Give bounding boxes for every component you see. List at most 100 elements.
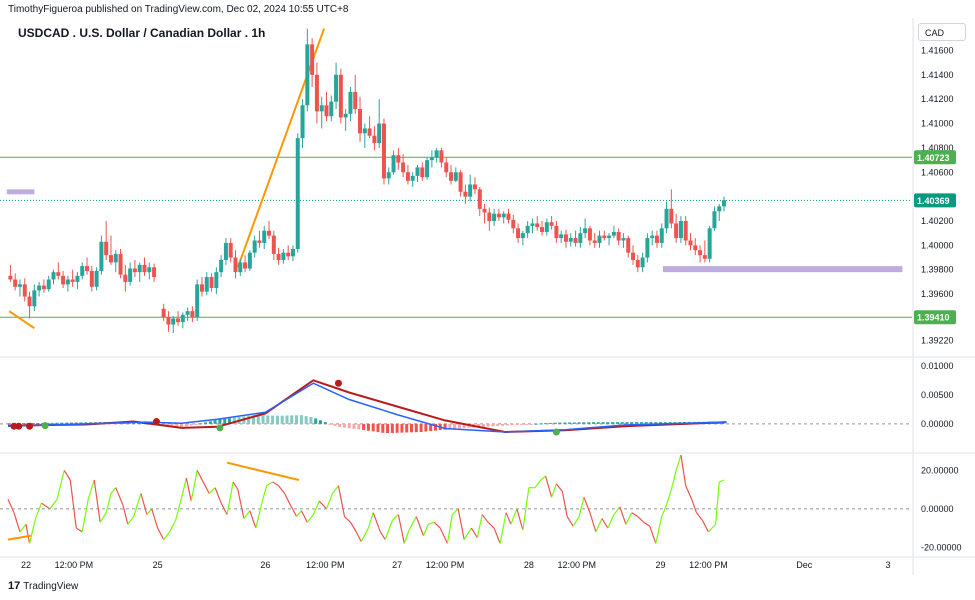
candle-body: [444, 162, 449, 173]
candle-body: [650, 235, 655, 239]
candle-body: [233, 257, 238, 273]
candle-body: [228, 242, 233, 258]
oscillator-segment: [631, 512, 639, 518]
candle-body: [286, 252, 291, 257]
oscillator-segment: [28, 518, 37, 544]
oscillator-segment: [163, 531, 171, 540]
oscillator-segment: [619, 506, 627, 525]
candle-body: [252, 240, 257, 253]
candle-body: [238, 262, 243, 273]
cross-marker: [552, 428, 560, 436]
oscillator-segment: [607, 514, 615, 529]
candle-body: [511, 219, 516, 229]
oscillator-segment: [470, 527, 478, 539]
histogram-bar: [625, 422, 629, 424]
candle-body: [664, 208, 669, 229]
candle-body: [712, 211, 717, 229]
histogram-bar: [544, 423, 548, 425]
histogram-bar: [79, 422, 83, 424]
histogram-bar: [520, 423, 524, 425]
histogram-bar: [620, 422, 624, 424]
histogram-bar: [184, 423, 188, 427]
candle-body: [583, 228, 588, 234]
oscillator-segment: [99, 512, 107, 523]
price-tick-label: 1.40200: [921, 216, 954, 226]
oscillator-segment: [175, 497, 183, 521]
histogram-bar: [510, 423, 514, 426]
oscillator-segment: [680, 454, 687, 486]
candle-body: [659, 228, 664, 243]
oscillator-segment: [13, 512, 21, 533]
histogram-bar: [410, 423, 414, 433]
histogram-bar: [165, 423, 169, 426]
oscillator-segment: [701, 520, 709, 533]
oscillator-segment: [578, 497, 585, 517]
oscillator-segment: [510, 508, 518, 525]
resistance-mark: [6, 189, 35, 195]
oscillator-segment: [232, 481, 239, 490]
oscillator-segment: [457, 508, 465, 540]
candle-body: [693, 245, 698, 251]
histogram-bar: [22, 423, 26, 425]
brand-footer[interactable]: 17 TradingView: [8, 580, 78, 592]
oscillator-segment: [601, 518, 609, 529]
price-tick-label: 1.40000: [921, 240, 954, 250]
cross-marker: [26, 422, 34, 430]
candle-body: [70, 279, 75, 282]
candle-body: [635, 259, 640, 268]
oscillator-segment: [306, 514, 314, 523]
oscillator-segment: [19, 523, 27, 533]
histogram-bar: [290, 415, 294, 424]
histogram-bar: [577, 422, 581, 424]
candle-body: [199, 284, 204, 292]
histogram-bar: [501, 423, 505, 426]
candle-body: [56, 272, 61, 276]
oscillator-segment: [719, 479, 725, 483]
oscillator-segment: [566, 516, 574, 527]
candle-body: [219, 259, 224, 273]
oscillator-segment: [56, 470, 65, 500]
histogram-bar: [295, 415, 299, 424]
candle-body: [8, 275, 13, 280]
histogram-bar: [371, 423, 375, 432]
candle-body: [94, 270, 99, 287]
support-zone: [662, 266, 903, 273]
oscillator-segment: [367, 512, 374, 529]
histogram-bar: [170, 423, 174, 427]
oscillator-segment: [344, 516, 351, 523]
candle-body: [22, 284, 27, 297]
oscillator-segment: [325, 493, 334, 510]
oscillator-segment: [34, 502, 43, 519]
oscillator-segment: [397, 514, 405, 544]
candle-body: [137, 264, 142, 273]
oscillator-segment: [476, 514, 483, 538]
oscillator-segment: [487, 521, 495, 529]
oscillator-segment: [75, 527, 83, 533]
candle-body: [607, 235, 612, 239]
histogram-bar: [615, 422, 619, 424]
oscillator-segment: [696, 512, 703, 521]
candle-body: [367, 128, 372, 136]
histogram-bar: [352, 423, 356, 429]
oscillator-segment: [278, 485, 286, 494]
oscillator-segment: [665, 489, 672, 506]
candle-body: [688, 240, 693, 246]
candle-body: [640, 257, 645, 268]
candle-body: [516, 228, 521, 239]
histogram-bar: [400, 423, 404, 433]
oscillator-segment: [25, 524, 31, 544]
oscillator-segment: [190, 470, 198, 502]
oscillator-segment: [379, 531, 386, 540]
histogram-bar: [342, 423, 346, 428]
candle-body: [329, 101, 334, 117]
currency-selector[interactable]: CAD: [918, 23, 966, 41]
candle-body: [391, 155, 396, 173]
histogram-bar: [496, 423, 500, 427]
histogram-bar: [304, 416, 308, 424]
candle-body: [654, 235, 659, 243]
histogram-bar: [228, 418, 232, 424]
oscillator-segment: [202, 481, 210, 494]
candle-body: [439, 150, 444, 163]
candle-body: [185, 311, 190, 315]
